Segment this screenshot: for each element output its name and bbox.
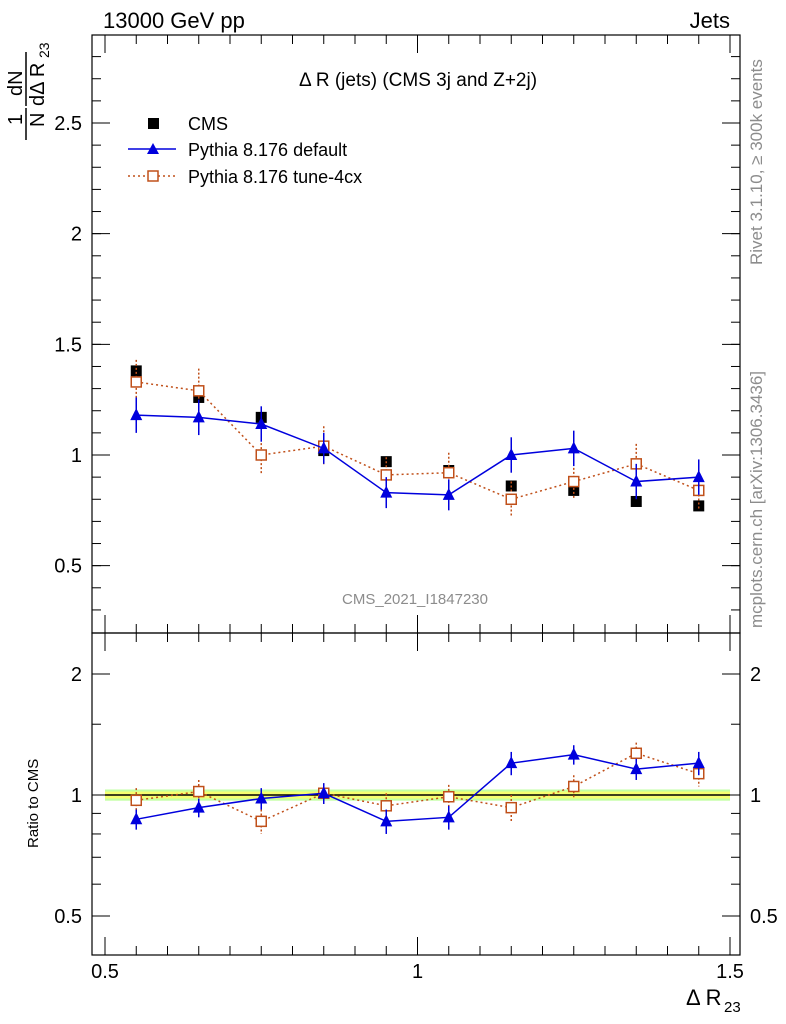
tune-4cx-point	[443, 466, 455, 479]
legend-entry-default: Pythia 8.176 default	[128, 140, 347, 160]
ratio-pythia-default-point	[380, 814, 393, 827]
tune-4cx-point	[193, 385, 205, 397]
main-ytick-label: 2	[71, 224, 82, 246]
ratio-x-axis: 0.5 1 1.5	[91, 633, 744, 983]
y-label-sub: 23	[36, 42, 52, 58]
ratio-ytick-label: 2	[71, 664, 82, 686]
legend-label-default: Pythia 8.176 default	[188, 140, 347, 160]
cms-data-point	[130, 365, 142, 377]
x-axis-label-sub: 23	[724, 999, 741, 1016]
main-plot-title: Δ R (jets) (CMS 3j and Z+2j)	[299, 70, 537, 91]
y-label-dn: dN	[5, 70, 27, 96]
y-label-n: N	[27, 113, 49, 127]
pythia-default-point	[505, 448, 518, 460]
ratio-pythia-default-point	[442, 810, 455, 823]
main-y-axis-label: 1 N dN dΔ R 23	[5, 42, 52, 140]
pythia-default-point	[130, 408, 143, 421]
tune-4cx-line	[136, 381, 700, 501]
cms-data-point	[693, 500, 705, 512]
pythia-default-point	[192, 410, 205, 423]
ratio-tune-4cx-point	[193, 785, 205, 798]
ratio-y-axis: 0.5 0.5 1 1 2 2	[54, 664, 778, 928]
pythia-default-point	[380, 485, 393, 498]
ratio-pythia-default-point	[317, 786, 330, 799]
cms-data-point	[568, 484, 580, 496]
legend: CMS Pythia 8.176 default Pythia 8.176 tu…	[128, 114, 362, 187]
ratio-tune-4cx-point	[380, 800, 392, 812]
xtick-label: 0.5	[91, 961, 119, 983]
legend-entry-cms: CMS	[148, 114, 228, 134]
ratio-series-layer	[130, 742, 705, 834]
pythia-default-point	[442, 487, 455, 500]
y-label-ddr: dΔ R	[27, 63, 49, 106]
xtick-label: 1	[412, 961, 423, 983]
ratio-ytick-label-right: 0.5	[750, 906, 778, 928]
tune-4cx-point	[130, 376, 142, 388]
ratio-tune-4cx-point	[630, 747, 642, 760]
ratio-pythia-default-line	[136, 753, 699, 823]
y-label-one: 1	[5, 114, 27, 125]
ratio-tune-4cx-point	[443, 791, 455, 803]
legend-entry-tune: Pythia 8.176 tune-4cx	[128, 167, 362, 187]
legend-label-tune: Pythia 8.176 tune-4cx	[188, 167, 362, 187]
category-label: Jets	[690, 8, 730, 33]
main-ytick-label: 2.5	[54, 113, 82, 135]
ratio-pythia-default-point	[692, 756, 705, 769]
main-panel: 0.5 1 1.5 2 2.5 Δ R (jets) (CMS 3j and Z+2j)…	[5, 34, 741, 634]
ratio-tune-4cx-point	[255, 815, 267, 828]
energy-label: 13000 GeV pp	[103, 8, 245, 33]
x-axis-label-text: Δ R	[686, 985, 721, 1010]
ratio-pythia-default-point	[255, 791, 268, 804]
ratio-ytick-label: 1	[71, 785, 82, 807]
ratio-pythia-default-point	[130, 812, 143, 825]
legend-marker-default	[147, 143, 159, 154]
tune-4cx-point	[568, 475, 580, 488]
pythia-default-line	[136, 414, 699, 496]
ratio-tune-4cx-point	[505, 801, 517, 814]
main-x-axis-ticks	[104, 35, 731, 633]
ratio-panel: 0.5 0.5 1 1 2 2 0.5 1 1.5 Ratio to CMS Δ R 23	[25, 632, 778, 1016]
ratio-tune-4cx-line	[136, 752, 699, 823]
ratio-uncertainty-band	[105, 789, 730, 801]
pythia-default-point	[630, 474, 643, 487]
ratio-pythia-default-point	[505, 756, 518, 769]
legend-marker-cms	[148, 118, 159, 129]
ratio-pythia-default-point	[630, 762, 643, 775]
main-y-axis: 0.5 1 1.5 2 2.5	[54, 56, 740, 611]
cms-data-point	[630, 495, 642, 507]
x-axis-label: Δ R 23	[686, 985, 741, 1016]
pythia-default-point	[255, 417, 268, 430]
main-ytick-label: 1.5	[54, 334, 82, 356]
ratio-ytick-label-right: 2	[750, 664, 761, 686]
main-ytick-label: 0.5	[54, 556, 82, 578]
ratio-y-label: Ratio to CMS	[25, 759, 42, 848]
ratio-pythia-default-point	[567, 747, 580, 760]
ratio-ytick-label-right: 1	[750, 785, 761, 807]
ratio-tune-4cx-point	[130, 794, 142, 807]
ratio-panel-frame	[91, 632, 741, 956]
xtick-label: 1.5	[716, 961, 744, 983]
ratio-ytick-label: 0.5	[54, 906, 82, 928]
pythia-default-point	[567, 441, 580, 454]
ratio-pythia-default-point	[192, 800, 205, 813]
mcplots-reference-label: mcplots.cern.ch [arXiv:1306.3436]	[747, 371, 766, 628]
rivet-version-label: Rivet 3.1.10, ≥ 300k events	[747, 59, 766, 265]
tune-4cx-point	[255, 449, 267, 461]
main-ytick-label: 1	[71, 445, 82, 467]
pythia-default-point	[317, 441, 330, 454]
pythia-default-point	[692, 470, 705, 483]
main-series-layer	[130, 359, 705, 517]
legend-marker-tune	[147, 170, 159, 182]
tune-4cx-point	[505, 493, 517, 506]
legend-label-cms: CMS	[188, 114, 228, 134]
ratio-tune-4cx-point	[568, 780, 580, 793]
analysis-id-label: CMS_2021_I1847230	[342, 591, 488, 608]
